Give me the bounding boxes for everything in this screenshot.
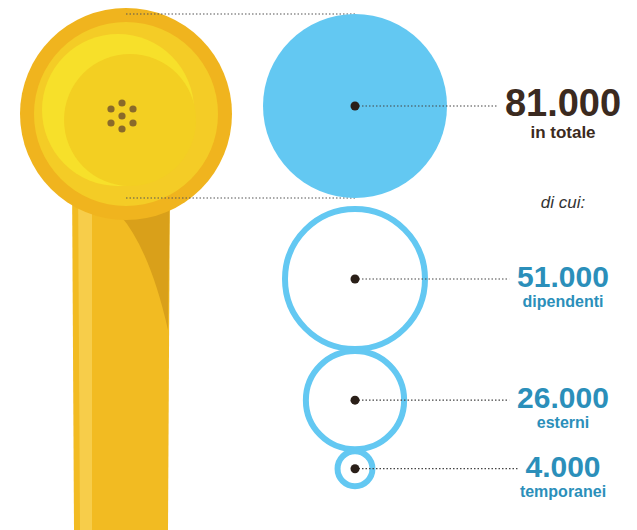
earpiece-hole [129,105,136,112]
handset [20,8,232,530]
bubble [338,451,373,486]
leader-line [355,400,509,401]
bubble [306,351,404,449]
earpiece-rim [34,22,218,206]
value-label: 51.000 [517,260,609,293]
category-label: in totale [530,123,595,142]
earpiece-hole [129,119,136,126]
center-dot [351,464,360,473]
center-dot [351,102,360,111]
bubbles [263,14,447,486]
value-label: 26.000 [517,381,609,414]
leader-line [355,105,497,106]
earpiece-hole [107,105,114,112]
value-label: 81.000 [505,82,621,124]
center-dot [351,396,360,405]
guide-line [126,197,355,198]
chart: 81.000in totale 51.000dipendenti 26.000est… [0,0,637,530]
subtitle: di cui: [541,193,586,212]
category-label: esterni [537,414,589,431]
handset-highlight [78,175,92,530]
value-label: 4.000 [525,450,600,483]
category-label: temporanei [520,483,606,500]
center-dot [351,275,360,284]
leader-line [355,278,509,279]
earpiece-center [64,54,196,186]
earpiece-hole [118,112,125,119]
category-label: dipendenti [523,293,604,310]
earpiece-hole [118,99,125,106]
leader-line [355,468,517,469]
guide-line [126,13,355,14]
earpiece-hole [118,125,125,132]
earpiece-hole [107,119,114,126]
handset-handle [72,175,170,530]
earpiece [20,8,232,220]
